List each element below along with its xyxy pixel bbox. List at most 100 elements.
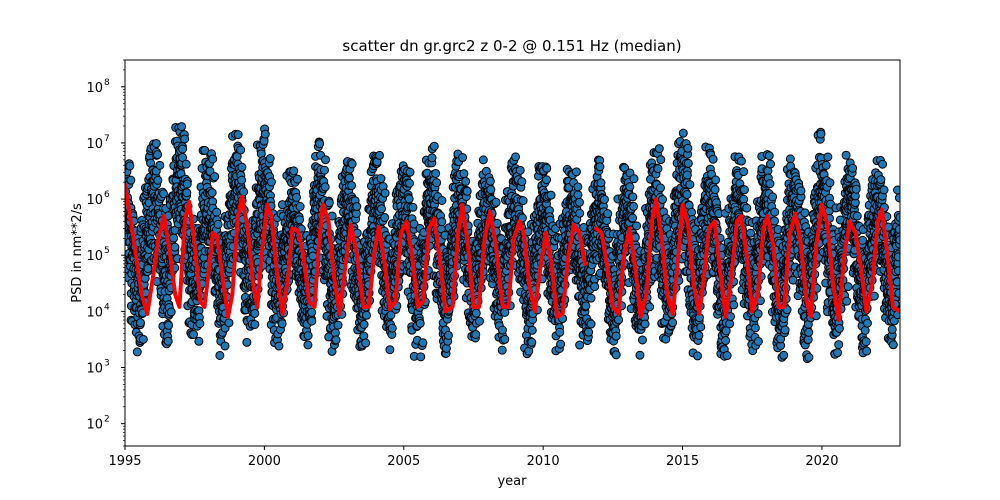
scatter-point: [375, 150, 385, 160]
scatter-point: [331, 335, 341, 345]
scatter-point: [461, 176, 471, 186]
scatter-point: [429, 141, 439, 151]
scatter-point: [497, 345, 507, 355]
scatter-point: [277, 319, 287, 329]
scatter-point: [320, 182, 330, 192]
scatter-point: [292, 192, 302, 202]
scatter-point: [321, 155, 331, 165]
scatter-point: [307, 307, 317, 317]
scatter-point: [195, 319, 205, 329]
scatter-point: [556, 339, 566, 349]
scatter-point: [491, 197, 501, 207]
scatter-point: [611, 331, 621, 341]
scatter-point: [683, 143, 693, 153]
scatter-point: [628, 192, 638, 202]
scatter-point: [319, 165, 329, 175]
scatter-point: [194, 336, 204, 346]
scatter-point: [177, 122, 187, 132]
scatter-point: [678, 128, 688, 138]
scatter-point: [654, 144, 664, 154]
scatter-point: [315, 139, 325, 149]
scatter-point: [387, 323, 397, 333]
scatter-point: [163, 336, 173, 346]
scatter-point: [208, 154, 218, 164]
scatter-point: [635, 350, 645, 360]
scatter-point: [170, 242, 180, 252]
scatter-point: [708, 154, 718, 164]
scatter-point: [212, 207, 222, 217]
scatter-point: [571, 167, 581, 177]
scatter-point: [307, 316, 317, 326]
scatter-point: [166, 307, 176, 317]
scatter-point: [542, 163, 552, 173]
scatter-point: [655, 183, 665, 193]
scatter-point: [586, 293, 596, 303]
scatter-point: [178, 152, 188, 162]
scatter-point: [237, 175, 247, 185]
scatter-point: [213, 219, 223, 229]
scatter-point: [151, 138, 161, 148]
scatter-point: [220, 341, 230, 351]
scatter-point: [437, 217, 447, 227]
scatter-point: [153, 150, 163, 160]
scatter-point: [437, 195, 447, 205]
scatter-point: [159, 189, 169, 199]
scatter-point: [415, 318, 425, 328]
scatter-point: [500, 307, 510, 317]
scatter-point: [575, 197, 585, 207]
scatter-point: [471, 329, 481, 339]
scatter-point: [500, 334, 510, 344]
scatter-point: [710, 185, 720, 195]
scatter-point: [303, 340, 313, 350]
scatter-point: [266, 177, 276, 187]
scatter-point: [404, 194, 414, 204]
scatter-point: [344, 173, 354, 183]
scatter-point: [485, 176, 495, 186]
scatter-point: [653, 164, 663, 174]
scatter-point: [640, 319, 650, 329]
scatter-point: [178, 144, 188, 154]
scatter-point: [126, 175, 136, 185]
scatter-point: [125, 161, 135, 171]
scatter-point: [527, 325, 537, 335]
scatter-point: [515, 165, 525, 175]
scatter-point: [584, 327, 594, 337]
scatter-point: [260, 129, 270, 139]
scatter-point: [685, 180, 695, 190]
scatter-point: [376, 204, 386, 214]
scatter-point: [189, 329, 199, 339]
scatter-point: [210, 172, 220, 182]
scatter-point: [155, 160, 165, 170]
scatter-point: [682, 170, 692, 180]
scatter-point: [405, 178, 415, 188]
scatter-point: [359, 319, 369, 329]
scatter-point: [586, 319, 596, 329]
scatter-point: [236, 145, 246, 155]
scatter-point: [333, 320, 343, 330]
scatter-point: [324, 198, 334, 208]
scatter-point: [711, 175, 721, 185]
scatter-point: [546, 190, 556, 200]
scatter-point: [596, 178, 606, 188]
scatter-point: [555, 327, 565, 337]
scatter-point: [462, 186, 472, 196]
scatter-point: [347, 181, 357, 191]
scatter-point: [431, 168, 441, 178]
scatter-point: [471, 308, 481, 318]
chart-title: scatter dn gr.grc2 z 0-2 @ 0.151 Hz (med…: [342, 37, 681, 55]
scatter-point: [625, 182, 635, 192]
scatter-point: [629, 174, 639, 184]
scatter-point: [224, 318, 234, 328]
scatter-point: [418, 338, 428, 348]
scatter-point: [352, 202, 362, 212]
scatter-point: [693, 351, 703, 361]
scatter-point: [347, 159, 357, 169]
scatter-point: [250, 308, 260, 318]
scatter-point: [475, 316, 485, 326]
scatter-point: [573, 182, 583, 192]
scatter-point: [656, 155, 666, 165]
scatter-point: [362, 310, 372, 320]
scatter-point: [361, 338, 371, 348]
scatter-point: [376, 173, 386, 183]
scatter-point: [590, 282, 600, 292]
